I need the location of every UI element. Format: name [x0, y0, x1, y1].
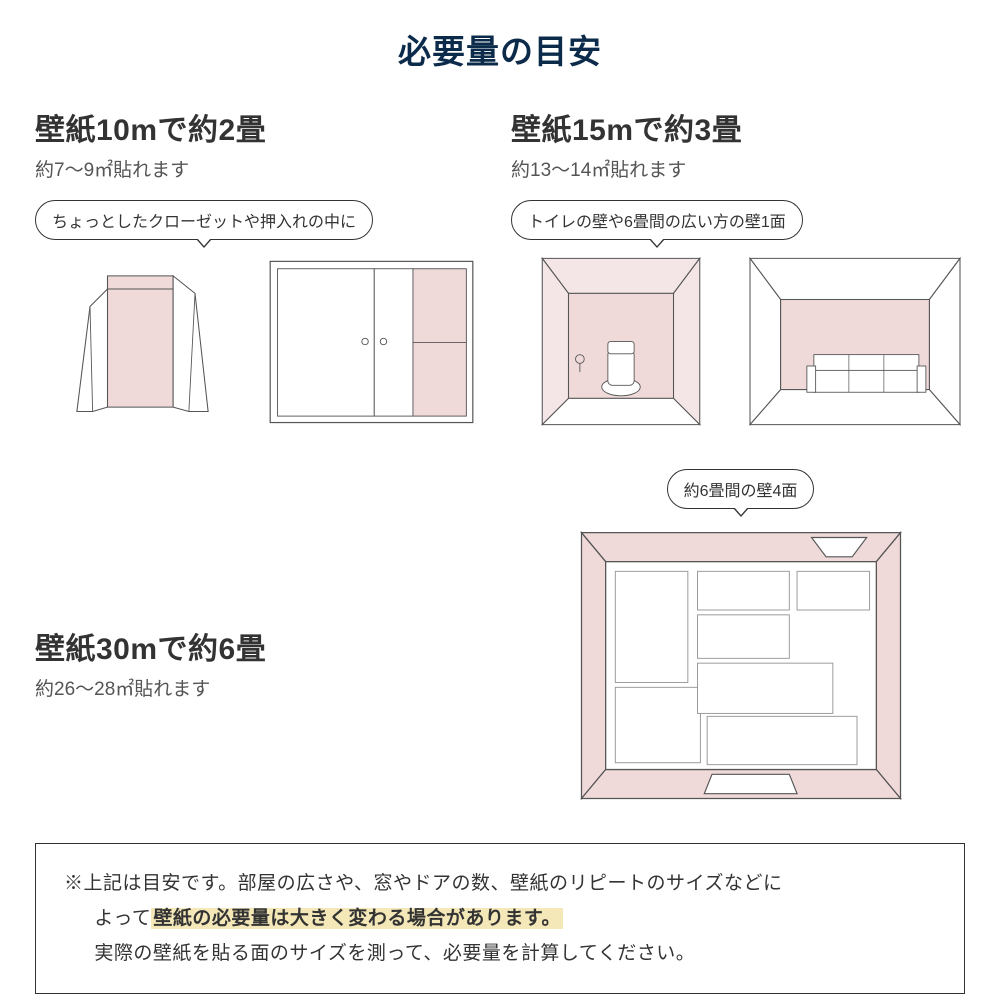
bottom-grid: 壁紙30mで約6畳 約26～28㎡貼れます 約6畳間の壁4面	[35, 469, 965, 813]
section-30m: 壁紙30mで約6畳 約26～28㎡貼れます	[35, 564, 484, 719]
illust-10m	[35, 254, 479, 429]
note-line-2: よって壁紙の必要量は大きく変わる場合があります。	[64, 901, 936, 936]
note-line-1: ※上記は目安です。部屋の広さや、窓やドアの数、壁紙のリピートのサイズなどに	[64, 866, 936, 901]
bubble-10m: ちょっとしたクローゼットや押入れの中に	[35, 200, 373, 240]
top-grid: 壁紙10mで約2畳 約7～9㎡貼れます ちょっとしたクローゼットや押入れの中に	[35, 105, 965, 429]
heading-10m: 壁紙10mで約2畳	[35, 105, 479, 149]
oshiire-icon	[264, 254, 479, 429]
note-highlight: 壁紙の必要量は大きく変わる場合があります。	[151, 908, 563, 929]
heading-15m: 壁紙15mで約3畳	[511, 105, 965, 149]
sub-30m: 約26～28㎡貼れます	[35, 674, 484, 701]
sub-15m: 約13～14㎡貼れます	[511, 155, 965, 182]
section-30m-illust: 約6畳間の壁4面	[516, 469, 965, 813]
page-title: 必要量の目安	[35, 25, 965, 73]
closet-icon	[35, 254, 250, 429]
toilet-room-icon	[511, 254, 731, 429]
note-box: ※上記は目安です。部屋の広さや、窓やドアの数、壁紙のリピートのサイズなどに よっ…	[35, 843, 965, 994]
note-line-3: 実際の壁紙を貼る面のサイズを測って、必要量を計算してください。	[64, 936, 936, 971]
bubble-30m: 約6畳間の壁4面	[667, 469, 815, 509]
section-10m: 壁紙10mで約2畳 約7～9㎡貼れます ちょっとしたクローゼットや押入れの中に	[35, 105, 479, 429]
heading-30m: 壁紙30mで約6畳	[35, 624, 484, 668]
sub-10m: 約7～9㎡貼れます	[35, 155, 479, 182]
bubble-15m: トイレの壁や6畳間の広い方の壁1面	[511, 200, 803, 240]
room-wall-icon	[745, 254, 965, 429]
room-plan-icon	[561, 523, 921, 813]
illust-15m	[511, 254, 965, 429]
section-15m: 壁紙15mで約3畳 約13～14㎡貼れます トイレの壁や6畳間の広い方の壁1面	[511, 105, 965, 429]
